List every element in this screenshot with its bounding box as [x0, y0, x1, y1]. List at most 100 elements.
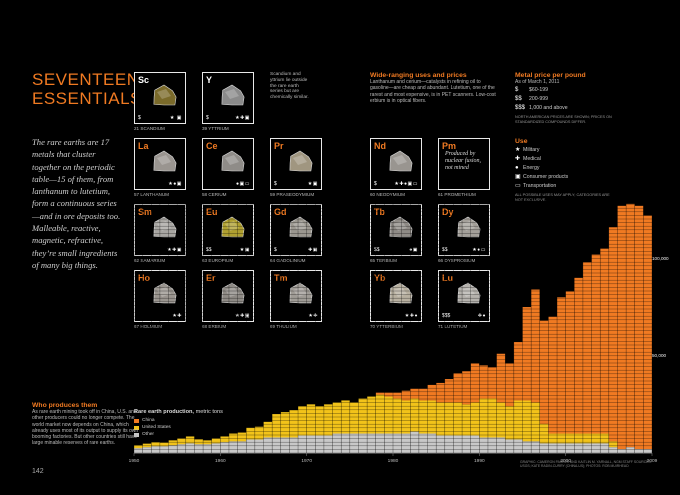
price-icon: $ — [274, 181, 277, 187]
bar-us-1992 — [496, 402, 506, 438]
bar-other-1954 — [168, 445, 178, 453]
bar-other-2002 — [582, 443, 592, 453]
element-symbol: Ho — [138, 273, 150, 283]
bar-us-1990 — [479, 398, 488, 438]
star-icon: ★ — [515, 147, 521, 153]
y-tick-label: 50,000 — [652, 353, 666, 358]
square-icon: ▣ — [515, 174, 521, 180]
price-icon: $$ — [206, 247, 212, 253]
use-icons: ★✚▣ — [235, 115, 250, 121]
bar-other-1980 — [393, 433, 402, 453]
element-tile-neodymium: Nd $ ★✚●▣▭ — [370, 138, 422, 190]
bar-us-1993 — [505, 406, 514, 440]
use-note: ALL POSSIBLE USES MAY APPLY; CATEGORIES … — [515, 193, 610, 202]
credits: GRAPHIC: CAMERON PARKER AND KAITLIN M. Y… — [520, 460, 652, 469]
bar-us-1977 — [367, 396, 376, 434]
bar-china-1997 — [539, 320, 549, 424]
bar-other-1989 — [470, 435, 480, 453]
metal-price-heading: Metal price per pound — [515, 72, 586, 79]
bar-china-1982 — [410, 388, 419, 399]
bar-other-2005 — [608, 447, 618, 453]
element-label: 65 TERBIUM — [370, 258, 397, 263]
car-icon: ▭ — [515, 183, 521, 189]
bar-us-1982 — [410, 398, 419, 432]
bar-other-1996 — [531, 441, 540, 453]
bar-china-1979 — [384, 392, 393, 397]
bar-other-2004 — [600, 443, 609, 453]
title-line-1: SEVENTEEN — [32, 70, 140, 89]
legend-label-us: United States — [142, 425, 171, 430]
bar-us-1960 — [220, 436, 229, 443]
bar-other-1997 — [539, 443, 549, 453]
element-tile-scandium: Sc $ ★ ▣ — [134, 72, 186, 124]
element-symbol: Y — [206, 75, 213, 85]
bar-other-1966 — [272, 437, 281, 453]
use-row: ● Energy — [515, 163, 615, 172]
price-level-row: $ $60-199 — [515, 85, 615, 94]
who-body: As rare earth mining took off in China, … — [32, 409, 139, 447]
bar-us-1950 — [134, 445, 143, 449]
use-icons: ★✚▣ — [167, 247, 182, 253]
bar-us-1954 — [168, 440, 178, 446]
bar-other-1990 — [479, 437, 488, 453]
bar-other-2009 — [643, 449, 652, 453]
use-icons: ✚▣ — [308, 247, 318, 253]
bar-china-1978 — [375, 392, 385, 395]
use-icons: ★●▣ — [168, 181, 182, 187]
bar-other-1976 — [358, 433, 368, 453]
price-level-label: 1,000 and above — [529, 104, 568, 111]
bar-us-1994 — [513, 400, 523, 440]
price-icon: $$ — [374, 247, 380, 253]
element-symbol: Er — [206, 273, 216, 283]
bar-other-2007 — [626, 447, 635, 453]
element-label: 64 GADOLINIUM — [270, 258, 306, 263]
bar-other-1967 — [280, 437, 290, 453]
bar-other-1970 — [306, 435, 316, 453]
bar-china-1990 — [479, 365, 488, 399]
bar-us-1966 — [272, 414, 281, 438]
element-label: 67 HOLMIUM — [134, 324, 163, 329]
bar-other-1983 — [418, 433, 428, 453]
bar-us-1975 — [349, 402, 359, 434]
element-label: 69 THULIUM — [270, 324, 297, 329]
circle-icon: ● — [515, 164, 519, 171]
bar-other-1971 — [315, 435, 324, 453]
chart-subtitle: metric tons — [195, 409, 223, 415]
bar-other-1981 — [401, 433, 411, 453]
bar-china-1983 — [418, 388, 428, 401]
bar-us-1967 — [280, 412, 290, 438]
use-row: ▣ Consumer products — [515, 172, 615, 181]
metal-price-block: Metal price per pound As of March 1, 201… — [515, 72, 615, 124]
price-level-row: $$$ 1,000 and above — [515, 103, 615, 112]
bar-china-1986 — [444, 379, 454, 403]
mineral-photo — [221, 150, 245, 172]
x-tick-label: 2000 — [560, 458, 571, 464]
use-icons: ●▣▭ — [236, 181, 250, 187]
element-label: 71 LUTETIUM — [438, 324, 468, 329]
x-tick-label: 1970 — [301, 458, 312, 464]
title-line-2: ESSENTIALS — [32, 89, 142, 108]
bar-us-1987 — [453, 402, 463, 436]
bar-us-1964 — [254, 426, 264, 440]
use-icons: ★▣ — [239, 247, 250, 253]
mineral-photo — [153, 150, 177, 172]
bar-china-2003 — [591, 254, 601, 434]
element-tile-promethium: Pm Produced by nuclear fusion, not mined — [438, 138, 490, 190]
bar-china-1987 — [453, 373, 463, 403]
bar-china-1994 — [513, 342, 523, 401]
bar-china-2008 — [634, 205, 644, 450]
bar-us-1969 — [298, 406, 307, 436]
element-tile-yttrium: Y $ ★✚▣ — [202, 72, 254, 124]
bar-other-1974 — [341, 433, 350, 453]
price-icon: $ — [374, 181, 377, 187]
element-symbol: Nd — [374, 141, 386, 151]
use-items: ★ Military ✚ Medical ● Energy ▣ Consumer produc… — [515, 145, 615, 190]
price-level-label: 200-999 — [529, 95, 549, 102]
bar-us-1980 — [393, 398, 402, 434]
element-symbol: Sc — [138, 75, 150, 85]
bar-us-1978 — [375, 394, 385, 434]
bar-other-1961 — [228, 441, 238, 453]
use-label: Medical — [523, 155, 541, 162]
price-level-label: $60-199 — [529, 86, 549, 93]
